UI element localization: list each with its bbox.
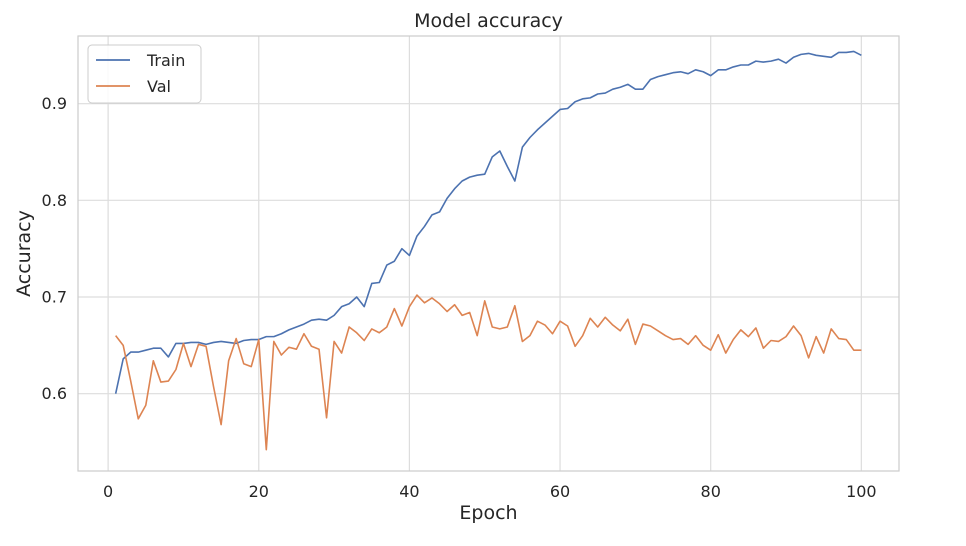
- y-tick-label: 0.8: [42, 191, 67, 210]
- x-tick-label: 100: [846, 482, 877, 501]
- legend-label-train: Train: [146, 51, 185, 70]
- plot-background: [78, 36, 899, 471]
- y-tick-label: 0.9: [42, 94, 67, 113]
- x-axis-label: Epoch: [459, 502, 517, 524]
- series-layer: [114, 50, 862, 451]
- plot-frame: [77, 35, 900, 472]
- x-tick-label: 20: [249, 482, 269, 501]
- y-tick-label: 0.7: [42, 288, 67, 307]
- x-tick-label: 80: [701, 482, 721, 501]
- y-tick-label: 0.6: [42, 384, 67, 403]
- x-tick-label: 40: [399, 482, 419, 501]
- x-tick-label: 0: [103, 482, 113, 501]
- y-axis-label: Accuracy: [13, 210, 35, 297]
- x-tick-label: 60: [550, 482, 570, 501]
- legend-label-val: Val: [147, 77, 171, 96]
- series-line-train: [114, 50, 862, 394]
- series-line-val: [115, 294, 862, 451]
- legend: Train Val: [87, 44, 202, 104]
- tick-labels: 0 20 40 60 80 100 0.6 0.7 0.8 0.9: [42, 94, 877, 501]
- chart-title: Model accuracy: [414, 10, 563, 32]
